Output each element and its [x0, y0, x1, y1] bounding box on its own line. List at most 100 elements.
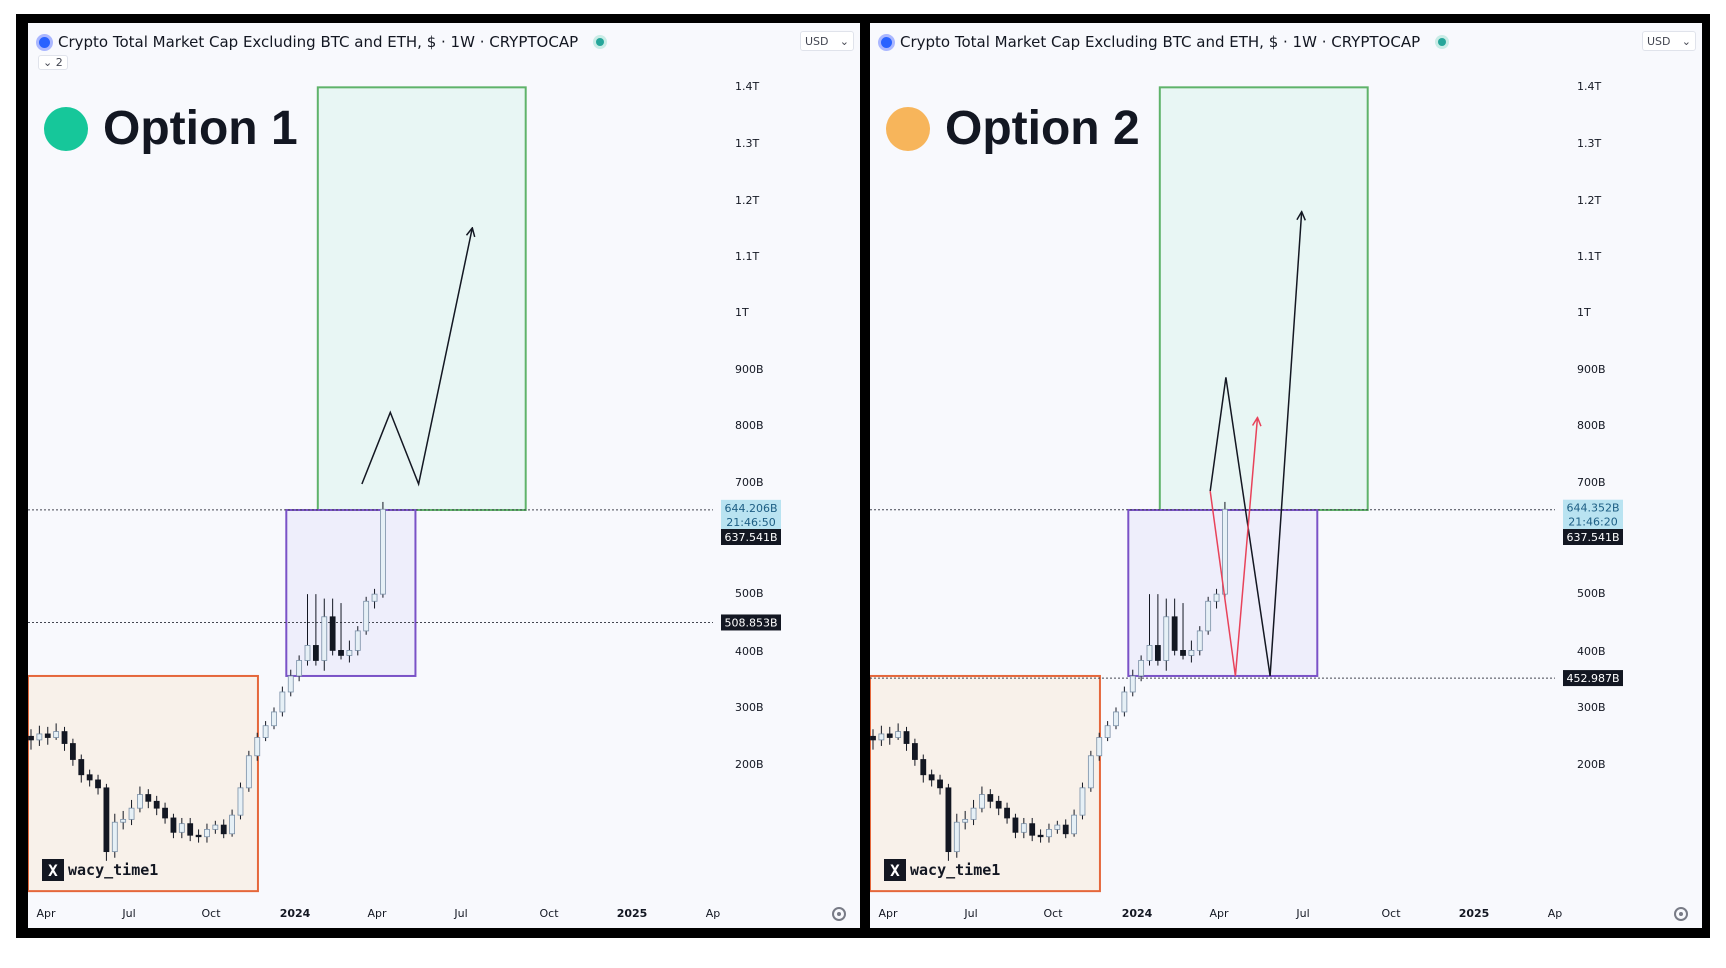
symbol-title: Crypto Total Market Cap Excluding BTC an… — [58, 33, 579, 51]
candle-body — [287, 675, 294, 693]
candle-body — [1104, 725, 1111, 738]
candle-body — [995, 800, 1002, 809]
candle-body — [1012, 817, 1019, 833]
settings-icon[interactable] — [1674, 907, 1688, 921]
candle-body — [953, 821, 960, 853]
x-tick-label: Ap — [1548, 907, 1563, 920]
x-tick-label: 2025 — [617, 907, 648, 920]
currency-select[interactable]: USD ⌄ — [1642, 31, 1696, 51]
price-tag-label: 452.987B — [1566, 672, 1619, 685]
watermark: X wacy_time1 — [884, 859, 1000, 881]
candle-body — [920, 759, 927, 776]
candle-body — [911, 743, 918, 760]
y-tick-label: 1.1T — [1577, 250, 1601, 263]
candle-body — [371, 593, 378, 602]
candle-body — [245, 755, 252, 789]
y-tick-label: 400B — [1577, 645, 1606, 658]
x-tick-label: Oct — [201, 907, 221, 920]
candle-body — [363, 600, 370, 632]
x-tick-label: Jul — [121, 907, 135, 920]
settings-icon[interactable] — [832, 907, 846, 921]
zone-target — [1158, 86, 1369, 511]
candle-body — [162, 807, 168, 819]
price-tag-label: 508.853B — [724, 616, 777, 629]
candle-body — [111, 821, 118, 853]
candle-body — [1029, 823, 1036, 836]
chart-panel-option-1[interactable]: 1.4T 1.3T 1.2T 1.1T 1T 900B 800B 700B 500B 400B 30… — [28, 23, 860, 928]
candle-body — [103, 787, 110, 853]
y-tick-label: 1.3T — [1577, 137, 1601, 150]
x-tick-label: 2024 — [280, 907, 311, 920]
current-price-label: 644.352B — [1566, 502, 1619, 515]
candle-body — [53, 731, 60, 738]
candle-body — [195, 834, 202, 838]
y-tick-label: 1.4T — [735, 80, 759, 93]
symbol-header[interactable]: Crypto Total Market Cap Excluding BTC an… — [36, 31, 605, 53]
candle-body — [271, 711, 277, 727]
y-tick-label: 1.2T — [735, 194, 759, 207]
candle-body — [1180, 650, 1186, 656]
candle-body — [937, 779, 943, 789]
candle-body — [1163, 616, 1170, 661]
currency-select[interactable]: USD ⌄ — [800, 31, 854, 51]
y-tick-label: 300B — [1577, 701, 1606, 714]
candle-body — [312, 645, 319, 661]
candle-body — [1020, 823, 1027, 833]
option-heading: Option 2 — [886, 101, 1140, 156]
y-tick-label: 400B — [735, 645, 764, 658]
candle-body — [137, 794, 143, 809]
candle-body — [304, 645, 311, 661]
price-tag-label: 637.541B — [724, 531, 777, 544]
candle-body — [262, 725, 269, 738]
candle-body — [1087, 755, 1094, 789]
y-tick-label: 800B — [735, 419, 764, 432]
y-tick-label: 1.3T — [735, 137, 759, 150]
y-tick-label: 200B — [735, 758, 764, 771]
market-status-icon — [1438, 38, 1447, 46]
chart-canvas[interactable]: 1.4T 1.3T 1.2T 1.1T 1T 900B 800B 700B 500B 400B 30… — [870, 23, 1702, 928]
option-dot-icon — [886, 106, 930, 151]
x-tick-label: Oct — [1043, 907, 1063, 920]
indicators-toggle[interactable]: ⌄ 2 — [38, 55, 68, 70]
zone-base — [870, 674, 1101, 893]
y-tick-label: 1.1T — [735, 250, 759, 263]
candle-body — [1171, 616, 1178, 651]
zone-base — [28, 674, 259, 893]
candle-body — [187, 823, 194, 836]
candle-body — [1205, 600, 1212, 632]
candle-body — [1146, 645, 1153, 661]
candle-body — [95, 779, 101, 789]
candle-body — [886, 733, 893, 738]
candle-body — [254, 737, 261, 757]
chart-canvas[interactable]: 1.4T 1.3T 1.2T 1.1T 1T 900B 800B 700B 500B 400B 30… — [28, 23, 860, 928]
candle-body — [928, 774, 935, 781]
candle-body — [979, 794, 985, 809]
candle-body — [1129, 675, 1136, 693]
candle-body — [945, 787, 952, 853]
candle-body — [204, 829, 210, 838]
watermark-handle: wacy_time1 — [68, 861, 159, 879]
candle-body — [962, 818, 969, 823]
candle-body — [329, 616, 336, 651]
candle-body — [380, 508, 386, 595]
candle-body — [870, 735, 876, 741]
candle-body — [237, 787, 244, 816]
candle-body — [44, 733, 51, 738]
cryptocap-icon — [36, 33, 53, 51]
x-tick-label: Oct — [539, 907, 559, 920]
symbol-header[interactable]: Crypto Total Market Cap Excluding BTC an… — [878, 31, 1447, 53]
candle-body — [1004, 807, 1010, 819]
y-tick-label: 800B — [1577, 419, 1606, 432]
y-tick-label: 700B — [1577, 476, 1606, 489]
chart-panel-option-2[interactable]: 1.4T 1.3T 1.2T 1.1T 1T 900B 800B 700B 500B 400B 30… — [870, 23, 1702, 928]
candle-body — [145, 794, 152, 802]
candle-body — [1154, 645, 1161, 661]
candle-body — [153, 800, 160, 809]
candle-body — [220, 824, 227, 835]
cryptocap-icon — [878, 33, 895, 51]
candle-body — [1071, 814, 1077, 835]
x-tick-label: Oct — [1381, 907, 1401, 920]
candle-body — [1054, 824, 1061, 830]
y-tick-label: 900B — [1577, 363, 1606, 376]
candle-body — [128, 807, 135, 820]
